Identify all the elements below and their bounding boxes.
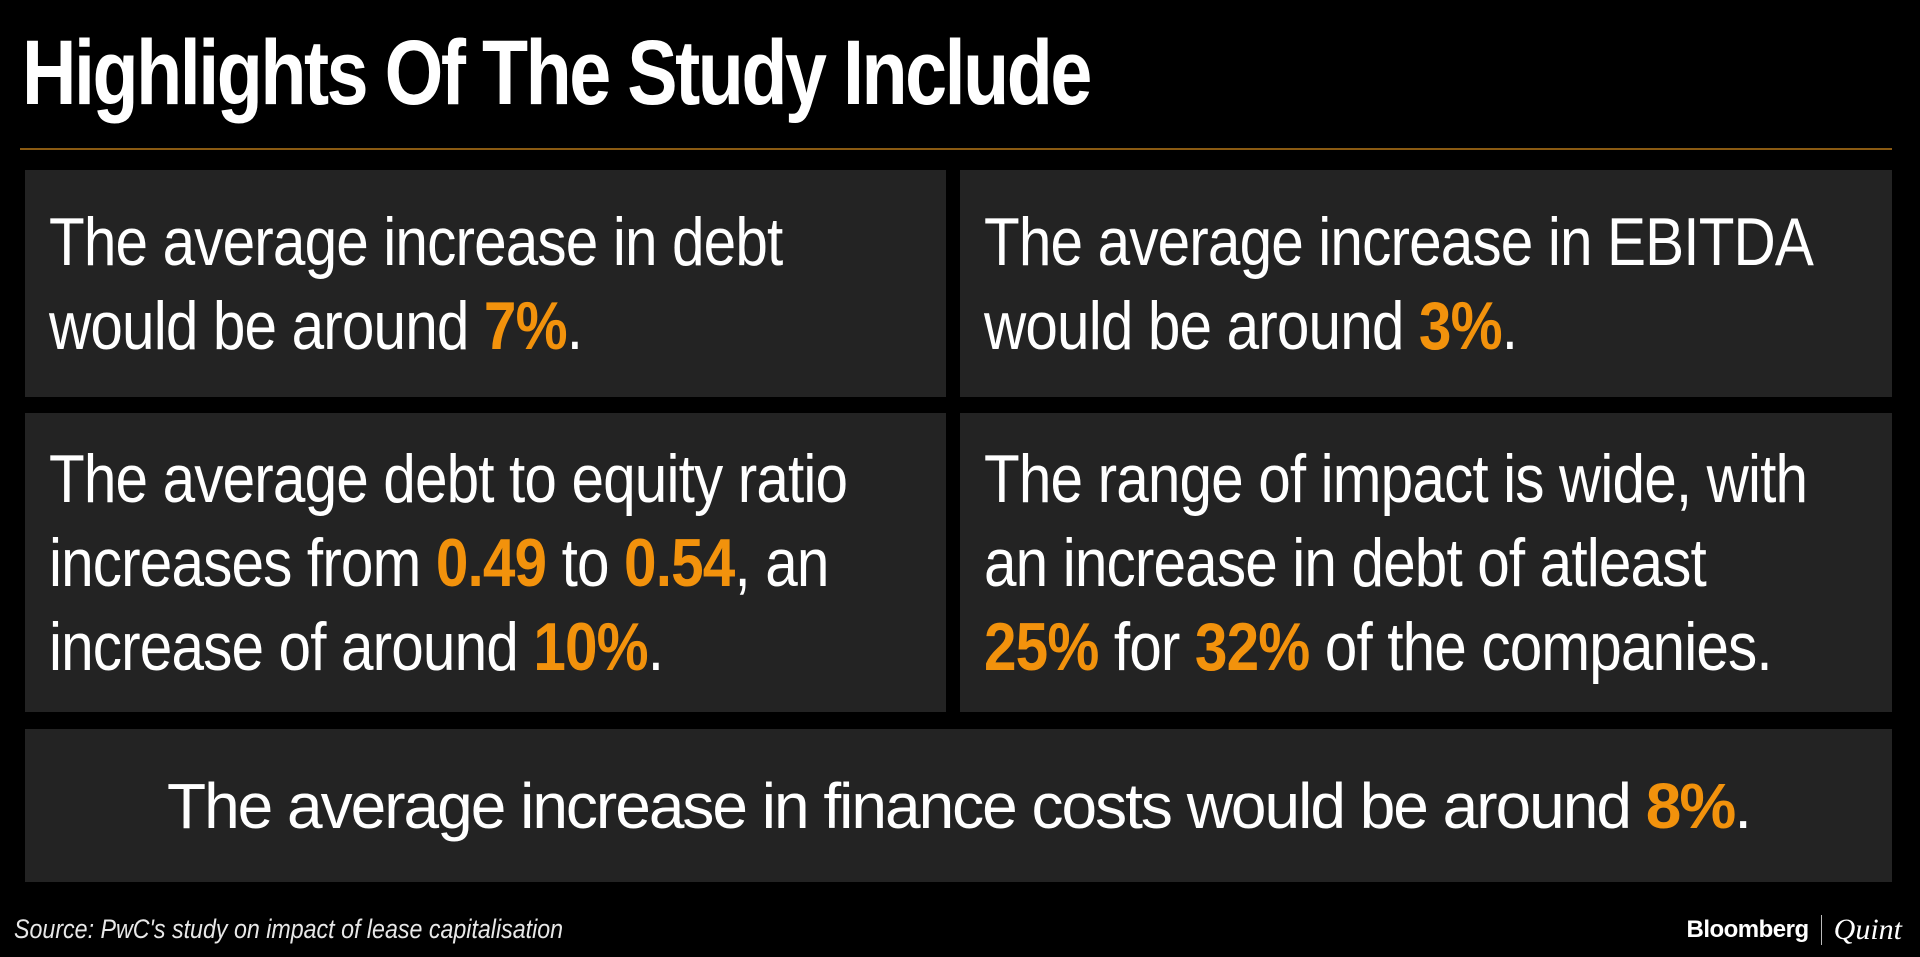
card-text-segment: an increase in debt of atleast (984, 525, 1707, 601)
card-line: increase of around 10%. (49, 605, 847, 689)
highlight-card-debt: The average increase in debt would be aro… (25, 170, 946, 397)
card-line: The average increase in EBITDA (984, 200, 1814, 284)
card-text-segment: . (566, 288, 583, 364)
brand-name-quint: Quint (1833, 913, 1902, 946)
card-line: an increase in debt of atleast (984, 521, 1807, 605)
card-text-segment: . (1501, 288, 1518, 364)
highlight-card-ebitda: The average increase in EBITDA would be a… (960, 170, 1892, 397)
brand-name-bloomberg: Bloomberg (1686, 916, 1809, 943)
highlight-value: 32% (1194, 609, 1310, 685)
card-text-segment: The average increase in debt (49, 204, 783, 280)
card-text-segment: The range of impact is wide, with (984, 441, 1808, 517)
card-text: The average debt to equity ratio increase… (49, 437, 848, 689)
highlight-value: 0.54 (624, 525, 735, 601)
highlight-card-finance-costs: The average increase in finance costs wo… (25, 729, 1892, 882)
highlight-value: 7% (483, 288, 568, 364)
card-text-segment: . (1734, 770, 1752, 842)
card-text: The average increase in EBITDA would be a… (984, 200, 1814, 368)
card-text: The range of impact is wide, with an incr… (984, 437, 1808, 689)
card-line: The range of impact is wide, with (984, 437, 1808, 521)
card-text-segment: , an (734, 525, 829, 601)
highlight-value: 0.49 (435, 525, 547, 601)
card-text: The average increase in finance costs wo… (25, 764, 1892, 848)
card-text-segment: would be around (49, 288, 484, 364)
brand-logo: Bloomberg Quint (1686, 912, 1902, 948)
card-text-segment: . (647, 609, 664, 685)
page-title: Highlights Of The Study Include (22, 22, 1092, 124)
highlight-value: 10% (533, 609, 648, 685)
card-line: increases from 0.49 to 0.54, an (49, 521, 847, 605)
card-text-segment: would be around (984, 288, 1419, 364)
card-line: The average debt to equity ratio (49, 437, 848, 521)
card-line: The average increase in debt (49, 200, 783, 284)
highlight-value: 3% (1418, 288, 1503, 364)
card-text-segment: for (1098, 609, 1195, 685)
card-text: The average increase in debt would be aro… (49, 200, 783, 368)
highlight-value: 25% (984, 609, 1099, 685)
card-text-segment: increases from (49, 525, 436, 601)
card-text-segment: to (546, 525, 625, 601)
card-text-segment: increase of around (49, 609, 534, 685)
title-divider (20, 148, 1892, 150)
card-line: 25% for 32% of the companies. (984, 605, 1807, 689)
card-text-segment: of the companies. (1309, 609, 1773, 685)
highlight-value: 8% (1645, 770, 1736, 842)
card-line: would be around 3%. (984, 284, 1813, 368)
card-text-segment: The average increase in finance costs wo… (166, 770, 1646, 842)
card-text-segment: The average debt to equity ratio (49, 441, 848, 517)
card-text-segment: The average increase in EBITDA (984, 204, 1814, 280)
brand-separator (1820, 915, 1822, 945)
highlight-card-range-impact: The range of impact is wide, with an incr… (960, 413, 1892, 712)
card-line: would be around 7%. (49, 284, 782, 368)
source-note: Source: PwC's study on impact of lease c… (14, 914, 564, 944)
card-line: The average increase in finance costs wo… (25, 764, 1892, 848)
highlight-card-debt-equity: The average debt to equity ratio increase… (25, 413, 946, 712)
